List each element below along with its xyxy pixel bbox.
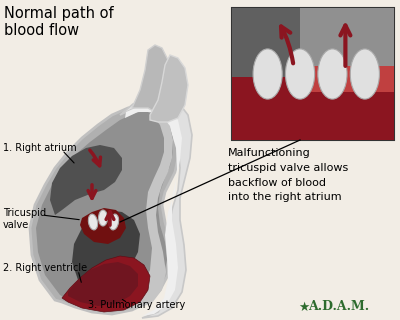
Polygon shape [36, 110, 173, 308]
Text: Malfunctioning
tricuspid valve allows
backflow of blood
into the right atrium: Malfunctioning tricuspid valve allows ba… [228, 148, 348, 203]
Polygon shape [30, 105, 178, 314]
Text: ★: ★ [298, 300, 309, 314]
Bar [232, 8, 394, 140]
Ellipse shape [88, 214, 98, 230]
Text: 1. Right atrium: 1. Right atrium [3, 143, 77, 153]
Bar [294, 66, 394, 92]
Bar [232, 74, 394, 140]
Polygon shape [125, 104, 182, 316]
Polygon shape [120, 96, 192, 318]
Text: A.D.A.M.: A.D.A.M. [308, 300, 369, 314]
Polygon shape [62, 256, 150, 312]
Text: Tricuspid
valve: Tricuspid valve [3, 208, 46, 230]
Ellipse shape [350, 49, 380, 99]
Ellipse shape [253, 49, 282, 99]
Bar [232, 8, 300, 77]
Polygon shape [72, 210, 140, 295]
Ellipse shape [98, 210, 108, 226]
Polygon shape [132, 45, 170, 114]
Ellipse shape [318, 49, 347, 99]
Text: Normal path of
blood flow: Normal path of blood flow [4, 6, 114, 38]
Bar [232, 8, 394, 77]
Polygon shape [80, 208, 126, 244]
Text: 2. Right ventricle: 2. Right ventricle [3, 263, 87, 273]
Polygon shape [68, 262, 138, 306]
Ellipse shape [109, 214, 119, 230]
Ellipse shape [286, 49, 315, 99]
Polygon shape [150, 55, 188, 122]
Text: 3. Pulmonary artery: 3. Pulmonary artery [88, 300, 185, 310]
Polygon shape [124, 112, 173, 308]
Polygon shape [50, 145, 122, 215]
